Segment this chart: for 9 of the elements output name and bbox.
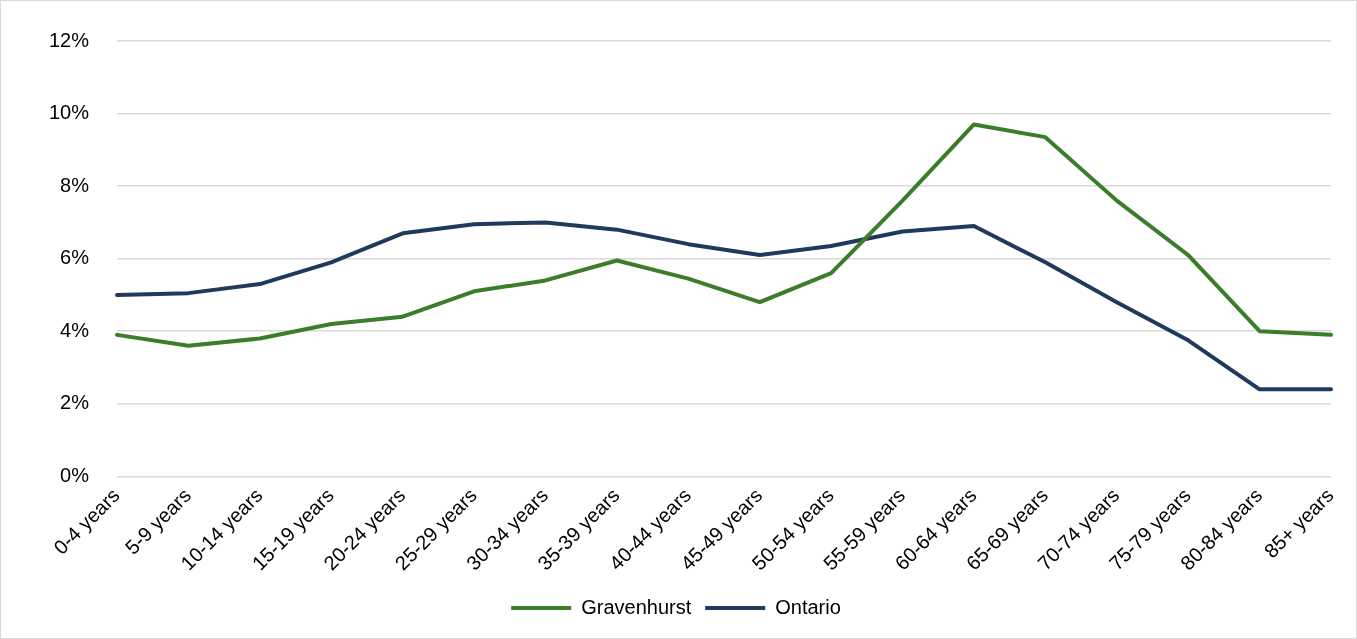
y-tick-label: 0% bbox=[60, 463, 90, 486]
y-tick-label: 10% bbox=[49, 101, 90, 124]
legend-label: Ontario bbox=[775, 595, 841, 618]
y-tick-label: 2% bbox=[60, 391, 90, 414]
y-tick-label: 8% bbox=[60, 173, 90, 196]
legend-label: Gravenhurst bbox=[581, 595, 692, 618]
y-tick-label: 6% bbox=[60, 246, 90, 269]
y-tick-label: 12% bbox=[49, 28, 90, 51]
y-tick-label: 4% bbox=[60, 318, 90, 341]
